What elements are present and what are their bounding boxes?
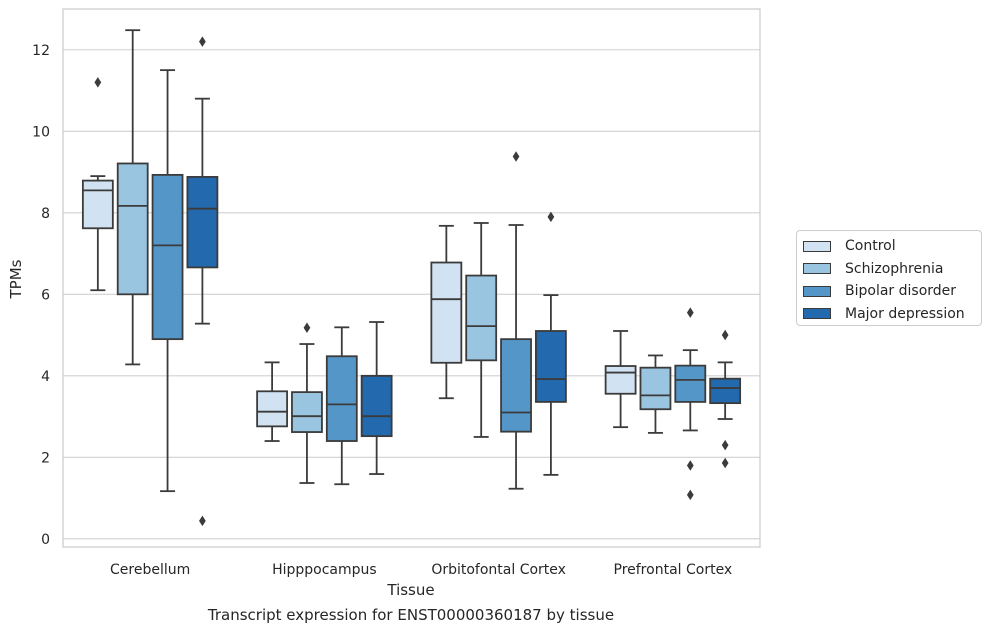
box-iqr	[360, 374, 393, 438]
y-tick-label-10: 10	[32, 124, 50, 140]
outlier-point-1	[721, 439, 729, 451]
series-bipolar-disorder	[151, 69, 707, 501]
y-tick-label-2: 2	[41, 450, 50, 466]
y-tick-label-4: 4	[41, 369, 50, 385]
x-tick-label-0: Cerebellum	[110, 562, 190, 578]
box-iqr	[535, 330, 567, 403]
box-0-2	[430, 224, 463, 400]
x-axis-label: Tissue	[386, 581, 434, 599]
box-iqr	[116, 162, 149, 296]
outlier-point-0	[303, 322, 311, 333]
legend-label: Major depression	[845, 305, 965, 322]
legend-swatch	[803, 285, 831, 297]
box-0-0	[81, 77, 114, 292]
plot-area-frame	[62, 8, 761, 548]
y-tick-label-6: 6	[41, 287, 50, 303]
box-iqr	[325, 355, 358, 442]
legend-item-major-depression: Major depression	[803, 304, 965, 324]
series-major-depression	[186, 36, 742, 527]
legend-label: Control	[845, 238, 896, 254]
box-2-2	[500, 151, 532, 490]
outlier-point-0	[199, 36, 206, 47]
y-axis-ticks: 0 2 4 6 8 10 12	[32, 43, 50, 548]
legend-label: Schizophrenia	[845, 260, 944, 277]
box-iqr	[465, 274, 498, 362]
box-iqr	[256, 390, 288, 428]
box-iqr	[81, 179, 114, 230]
box-iqr	[151, 173, 184, 341]
box-iqr	[430, 261, 463, 364]
y-tick-label-0: 0	[41, 532, 50, 548]
box-1-1	[291, 322, 323, 484]
box-2-1	[325, 326, 358, 486]
box-1-2	[465, 222, 498, 438]
box-1-0	[116, 29, 149, 366]
legend-swatch	[803, 308, 831, 319]
box-iqr	[291, 391, 323, 433]
box-iqr	[709, 377, 742, 405]
x-tick-label-1: Hipppocampus	[272, 562, 377, 578]
legend-swatch	[803, 240, 831, 252]
box-series	[81, 29, 742, 527]
x-tick-label-2: Orbitofontal Cortex	[431, 562, 566, 578]
box-iqr	[186, 176, 219, 269]
outlier-point-1	[686, 460, 694, 471]
legend-swatch	[803, 263, 831, 274]
box-3-0	[186, 36, 219, 527]
x-axis-ticks: Cerebellum Hipppocampus Orbitofontal Corte…	[110, 562, 732, 578]
box-3-2	[535, 211, 567, 476]
box-iqr	[639, 366, 672, 411]
legend-item-control: Control	[803, 236, 896, 256]
box-1-3	[639, 354, 672, 434]
box-0-3	[604, 330, 637, 429]
outlier-point-2	[721, 457, 729, 469]
y-tick-label-12: 12	[32, 43, 50, 59]
legend-label: Bipolar disorder	[845, 283, 957, 299]
y-axis-label: TPMs	[7, 259, 25, 299]
box-3-3	[709, 329, 742, 469]
outlier-point-0	[686, 307, 694, 318]
legend-item-bipolar-disorder: Bipolar disorder	[803, 281, 956, 301]
box-iqr	[674, 364, 707, 403]
chart-caption: Transcript expression for ENST0000036018…	[207, 606, 615, 624]
outlier-point-0	[547, 211, 555, 223]
series-schizophrenia	[116, 29, 672, 484]
legend-item-schizophrenia: Schizophrenia	[803, 259, 943, 279]
box-2-0	[151, 69, 184, 493]
x-tick-label-3: Prefrontal Cortex	[614, 562, 733, 578]
outlier-point-2	[686, 489, 694, 501]
outlier-point-0	[94, 77, 102, 88]
box-2-3	[674, 307, 707, 501]
series-control	[81, 77, 637, 442]
box-3-1	[360, 321, 393, 475]
outlier-point-1	[199, 515, 206, 527]
outlier-point-0	[512, 151, 520, 162]
legend: Control Schizophrenia Bipolar disorder Majo…	[796, 230, 982, 326]
outlier-point-0	[721, 329, 729, 341]
y-tick-label-8: 8	[41, 206, 50, 222]
box-iqr	[500, 338, 532, 433]
box-iqr	[604, 365, 637, 395]
box-0-1	[256, 361, 288, 442]
